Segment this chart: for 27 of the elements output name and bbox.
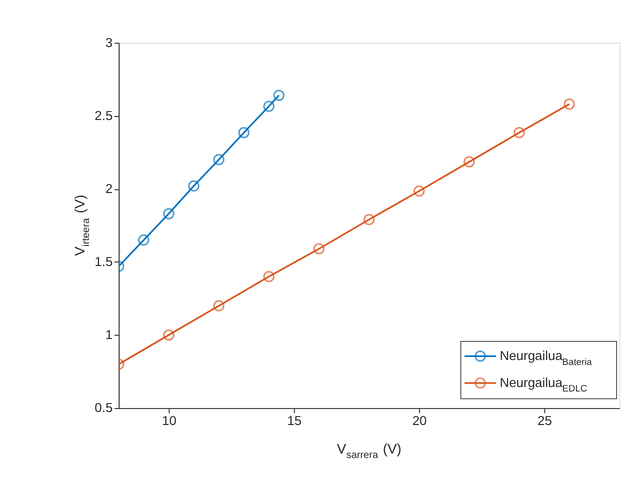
point bbox=[213, 300, 224, 312]
y-tick-label: 3 bbox=[105, 34, 113, 50]
point bbox=[163, 208, 174, 220]
point bbox=[263, 270, 274, 282]
point bbox=[514, 127, 525, 138]
y-axis-title: Virteera (V) bbox=[71, 194, 92, 256]
point bbox=[163, 329, 174, 341]
point bbox=[213, 154, 224, 166]
point bbox=[363, 214, 375, 226]
point bbox=[564, 98, 575, 110]
y-tick-label: 2.5 bbox=[94, 108, 113, 123]
y-tick-label: 0.5 bbox=[94, 400, 113, 416]
point bbox=[413, 185, 425, 197]
y-tick-label: 2 bbox=[105, 181, 113, 196]
x-tick-label: 10 bbox=[162, 413, 176, 428]
point bbox=[263, 100, 274, 112]
y-tick-label: 1 bbox=[105, 327, 113, 342]
point bbox=[464, 156, 475, 168]
point bbox=[273, 90, 285, 101]
x-tick-label: 15 bbox=[287, 413, 302, 428]
y-tick-label: 1.5 bbox=[94, 254, 113, 270]
x-tick-label: 25 bbox=[538, 413, 552, 428]
x-tick-label: 20 bbox=[412, 413, 427, 428]
point bbox=[313, 243, 325, 254]
point bbox=[138, 234, 150, 246]
point bbox=[188, 180, 200, 192]
point bbox=[238, 127, 250, 138]
